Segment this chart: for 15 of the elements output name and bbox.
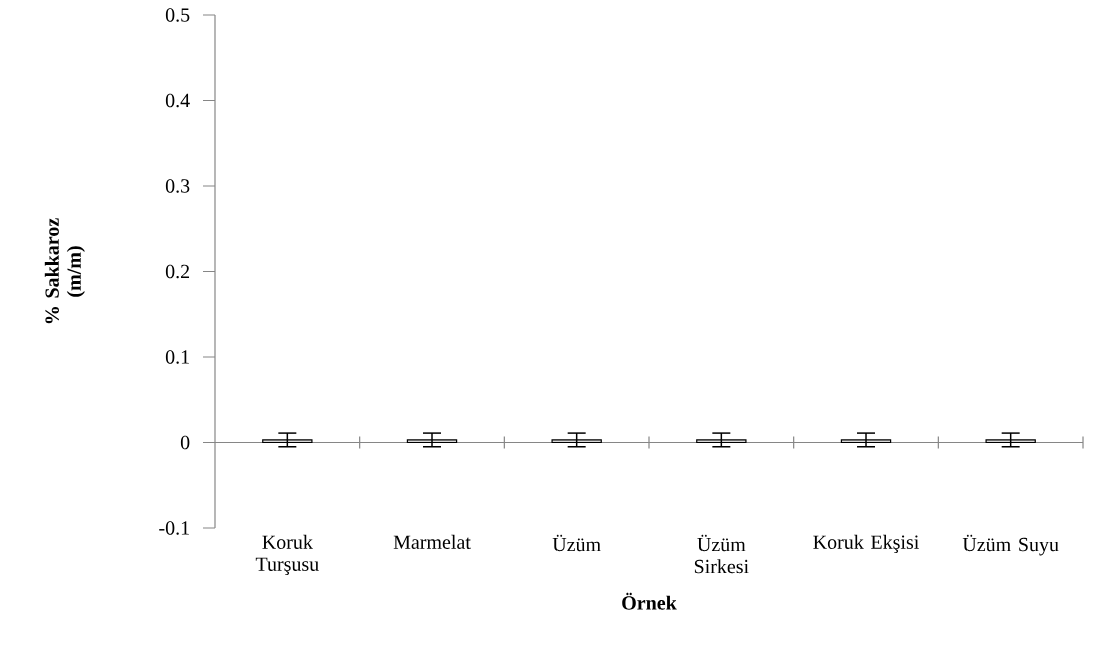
y-tick-label: -0.1 (159, 521, 189, 535)
x-tick-label: Üzüm Sirkesi (694, 534, 749, 574)
y-tick-label: 0.5 (165, 8, 190, 22)
y-tick-label: 0.1 (165, 350, 189, 364)
y-axis-title: % Sakkaroz (m/m) (44, 218, 85, 324)
x-tick-label: Koruk Ekşisi (813, 534, 919, 554)
y-tick-label: 0 (180, 435, 190, 450)
x-tick-label: Üzüm Suyu (962, 534, 1059, 556)
y-tick-label: 0.2 (165, 264, 190, 279)
x-tick-label: Üzüm (552, 534, 601, 552)
y-tick-label: 0.3 (165, 179, 190, 193)
x-axis-title: Örnek (622, 592, 677, 610)
x-tick-label: Marmelat (393, 534, 471, 549)
y-tick-label: 0.4 (165, 93, 190, 108)
x-tick-label: Koruk Turşusu (255, 534, 319, 576)
